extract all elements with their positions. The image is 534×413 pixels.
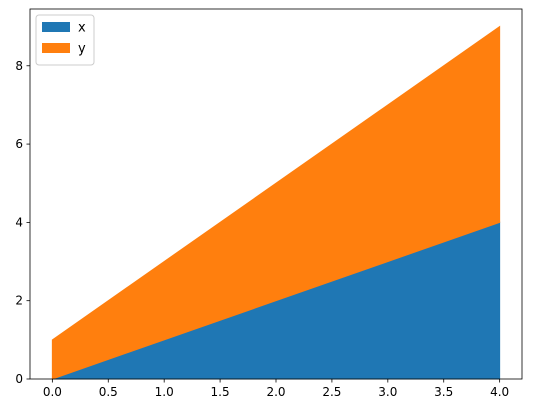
legend-swatch-x xyxy=(42,22,70,32)
axes-group: 0.0 0.5 1.0 1.5 2.0 2.5 3.0 3.5 4.0 0 2 4 6 8 xyxy=(15,8,523,399)
legend-label-x: x xyxy=(78,21,86,36)
x-tick-label: 2.5 xyxy=(322,385,341,399)
x-tick-label: 0.0 xyxy=(43,385,62,399)
x-tick-label: 1.0 xyxy=(155,385,174,399)
y-tick-label: 2 xyxy=(15,294,23,308)
x-tick-label: 3.5 xyxy=(434,385,453,399)
x-tick-label: 0.5 xyxy=(99,385,118,399)
y-tick-label: 4 xyxy=(15,215,23,229)
x-tick-label: 3.0 xyxy=(378,385,397,399)
legend-swatch-y xyxy=(42,43,70,53)
x-tick-label: 2.0 xyxy=(266,385,285,399)
y-tick-label: 0 xyxy=(15,372,23,386)
y-tick-label: 6 xyxy=(15,137,23,151)
x-tick-label: 1.5 xyxy=(211,385,230,399)
area-series-y xyxy=(51,25,501,380)
y-tick-label: 8 xyxy=(15,59,23,73)
legend-label-y: y xyxy=(78,42,86,57)
legend: xy xyxy=(35,14,95,66)
x-tick-label: 4.0 xyxy=(490,385,509,399)
